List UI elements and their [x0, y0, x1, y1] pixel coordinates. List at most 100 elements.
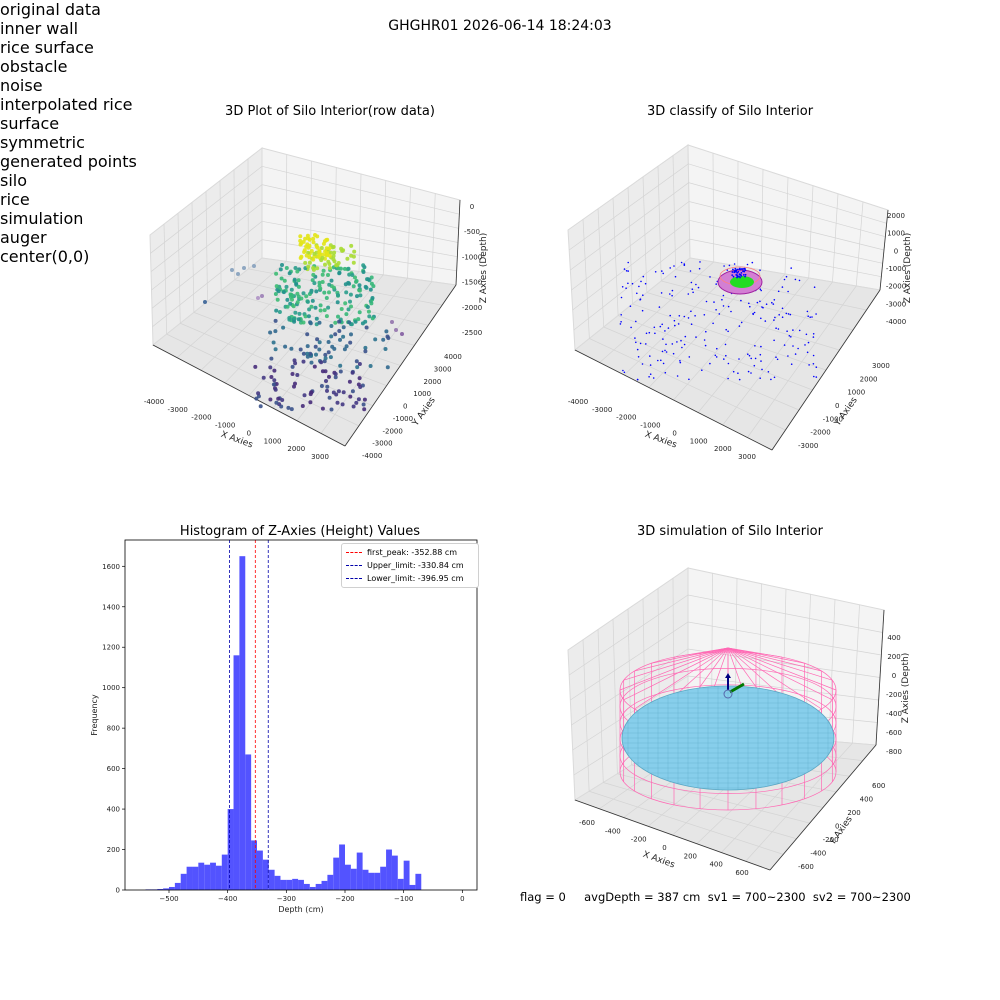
p2-noise-point: [622, 369, 624, 372]
p1-gridline: [150, 184, 459, 272]
p2-noise-point: [639, 299, 641, 301]
histogram-xtick-label: −500: [159, 895, 178, 903]
p1-point: [314, 352, 318, 357]
p1-point: [308, 351, 313, 356]
p1-point: [349, 304, 353, 309]
p1-point: [318, 286, 323, 291]
p1-point: [343, 282, 348, 287]
p1-point: [366, 277, 371, 282]
p1-point: [309, 290, 314, 295]
histogram-bar: [245, 754, 252, 890]
p2-y-tick-label: -3000: [798, 442, 818, 450]
histogram-ytick-label: 1400: [102, 603, 120, 611]
p1-point: [335, 300, 340, 305]
p2-noise-point: [667, 327, 670, 329]
p1-point: [333, 372, 338, 376]
p4-rice-mesh: [622, 686, 834, 790]
p1-point: [328, 355, 333, 360]
p1-point: [357, 288, 362, 293]
p4-silo-roof-line: [623, 647, 729, 701]
p2-noise-point: [739, 276, 741, 279]
p2-noise-point: [724, 343, 727, 346]
p2-noise-point: [737, 372, 739, 375]
p1-point: [357, 376, 362, 381]
p1-point: [293, 310, 298, 315]
p4-y-tick-label: 200: [847, 809, 860, 817]
histogram-ytick-label: 1000: [102, 684, 120, 692]
p1-point: [303, 236, 308, 241]
p1-point: [351, 284, 356, 289]
p1-point: [331, 390, 336, 395]
p2-noise-point: [722, 294, 725, 297]
p1-point: [309, 360, 314, 365]
p4-y-axis-line: [769, 744, 877, 871]
p2-legend-item: obstacle: [0, 57, 140, 76]
histogram-ytick-label: 400: [107, 806, 120, 814]
histogram-bars: [145, 556, 422, 890]
p1-point: [338, 363, 343, 368]
p2-noise-point: [697, 286, 700, 289]
p1-point: [305, 299, 310, 304]
p1-point: [287, 271, 292, 276]
p1-x-tick-label: -2000: [191, 414, 211, 422]
p2-noise-point: [730, 310, 732, 313]
p2-noise-point: [759, 288, 762, 291]
p2-noise-point: [806, 310, 809, 313]
p2-noise-point: [641, 363, 644, 365]
p1-point: [301, 320, 306, 325]
p2-noise-point: [736, 272, 739, 274]
p1-point: [322, 239, 327, 244]
p4-z-tick-label: 200: [887, 653, 900, 661]
p2-noise-point: [688, 356, 691, 358]
p1-point: [306, 314, 311, 319]
p1-point: [275, 297, 280, 302]
p2-noise-point: [783, 344, 786, 346]
p2-noise-point: [687, 293, 690, 295]
p1-point: [290, 297, 294, 302]
p2-noise-point: [654, 332, 656, 335]
p2-noise-point: [630, 326, 632, 329]
p1-point: [312, 251, 317, 256]
p1-point: [313, 305, 318, 310]
p1-point: [344, 312, 349, 317]
p2-z-tick-label: 0: [894, 247, 898, 255]
histogram-bar: [339, 844, 345, 890]
p1-gridline: [150, 165, 460, 254]
histogram-bar: [286, 879, 293, 890]
p2-noise-point: [721, 298, 723, 301]
p2-noise-point: [695, 336, 697, 338]
p1-z-tick-label: -500: [464, 228, 480, 236]
p2-noise-point: [649, 355, 651, 357]
p2-noise-point: [759, 300, 761, 303]
histogram-ytick-label: 1600: [102, 563, 120, 571]
p2-grid: [568, 153, 887, 438]
p1-point: [289, 407, 294, 412]
p2-noise-point: [623, 268, 626, 270]
p2-legend-label: inner wall: [0, 19, 79, 38]
p1-point: [326, 340, 331, 344]
p1-point: [301, 351, 306, 356]
p2-noise-point: [787, 290, 789, 293]
panel2-title: 3D classify of Silo Interior: [646, 104, 814, 119]
p1-point: [268, 365, 273, 370]
p1-point: [305, 344, 310, 349]
p1-point: [381, 337, 386, 342]
p1-point: [357, 310, 362, 315]
p2-noise-point: [639, 342, 642, 345]
p4-silo-roof-line: [727, 647, 822, 710]
p2-noise-point: [648, 331, 651, 334]
p1-point: [324, 296, 329, 300]
p2-noise-point: [642, 275, 645, 278]
p2-legend-item: rice surface: [0, 38, 140, 57]
p2-noise-point: [705, 300, 708, 303]
histogram-xtick-label: −400: [218, 895, 237, 903]
p1-point: [354, 400, 359, 405]
p1-point: [310, 278, 315, 283]
histogram-bar: [292, 878, 299, 890]
p2-noise-point: [759, 377, 761, 380]
p1-point: [400, 332, 404, 336]
p1-point: [311, 266, 316, 270]
p2-noise-point: [679, 360, 681, 362]
p4-x-tick-label: -400: [605, 827, 621, 835]
